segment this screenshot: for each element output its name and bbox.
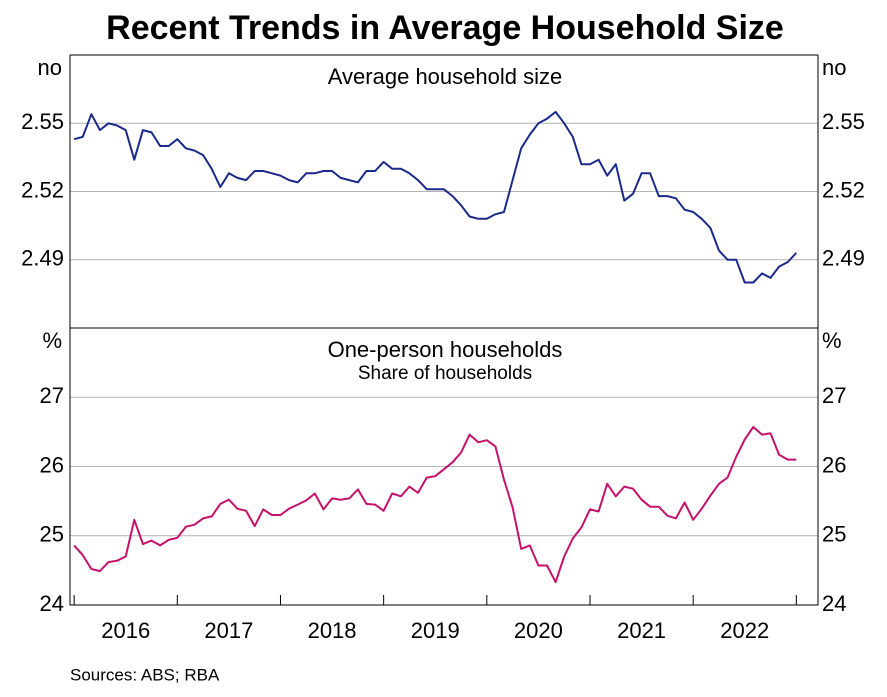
y2-unit: % <box>822 328 842 353</box>
x-tick-label: 2020 <box>514 618 563 643</box>
y2-tick-label: 2.52 <box>822 177 865 202</box>
y2-tick-label: 25 <box>822 522 846 547</box>
y2-tick-label: 26 <box>822 452 846 477</box>
y2-unit: no <box>822 55 846 80</box>
data-line <box>73 110 798 284</box>
x-tick-label: 2019 <box>411 618 460 643</box>
y-unit: % <box>42 328 62 353</box>
x-tick-label: 2018 <box>308 618 357 643</box>
chart-title: Recent Trends in Average Household Size <box>106 9 784 47</box>
panel-title: Average household size <box>328 64 562 89</box>
y-tick-label: 27 <box>40 383 64 408</box>
y2-tick-label: 24 <box>822 591 846 616</box>
y2-tick-label: 27 <box>822 383 846 408</box>
data-line <box>73 426 797 584</box>
y2-tick-label: 2.55 <box>822 109 865 134</box>
x-tick-label: 2022 <box>720 618 769 643</box>
y-unit: no <box>38 55 62 80</box>
x-tick-label: 2021 <box>617 618 666 643</box>
y-tick-label: 2.49 <box>21 246 64 271</box>
panel-title: One-person households <box>328 337 563 362</box>
y-tick-label: 2.52 <box>21 177 64 202</box>
plot-frame <box>69 54 819 606</box>
y2-tick-label: 2.49 <box>822 246 865 271</box>
x-tick-label: 2017 <box>204 618 253 643</box>
source-note: Sources: ABS; RBA <box>70 665 220 684</box>
y-tick-label: 24 <box>40 591 64 616</box>
y-tick-label: 25 <box>40 522 64 547</box>
y-tick-label: 2.55 <box>21 109 64 134</box>
x-tick-label: 2016 <box>101 618 150 643</box>
panel-subtitle: Share of households <box>358 363 532 384</box>
y-tick-label: 26 <box>40 452 64 477</box>
